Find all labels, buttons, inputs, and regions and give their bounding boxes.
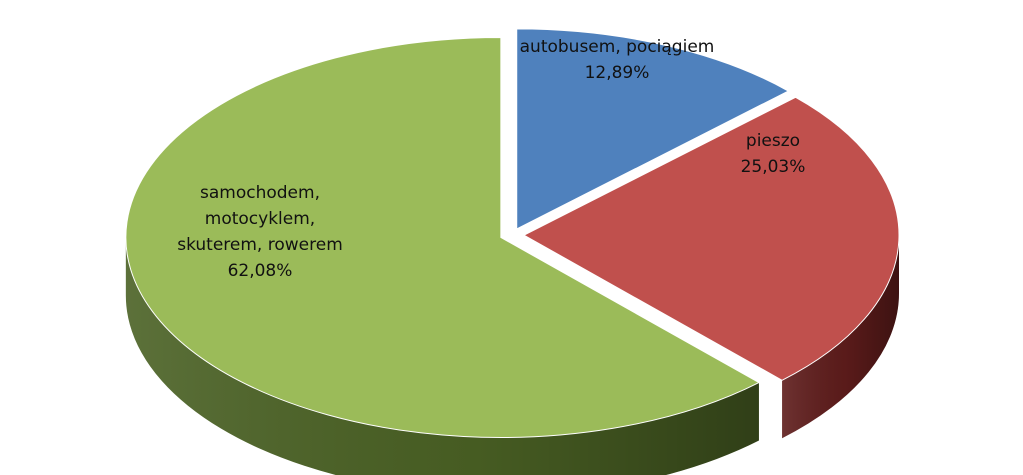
pie-slice-car-motorcycle-scooter-bike [125,36,760,438]
pie-side-walking-shade [782,235,899,439]
pie-side-car-motorcycle-scooter-bike-shade [125,237,759,475]
data-label-car-motorcycle-scooter-bike: samochodem, motocyklem, skuterem, rowerem 6… [177,183,343,281]
pie-slice-walking [522,96,900,381]
data-label-walking: pieszo 25,03% [741,131,806,177]
pie-slice-bus-train [516,28,790,230]
pie-data-labels: autobusem, pociągiem 12,89% pieszo 25,03% sa… [177,37,805,281]
data-label-bus-train: autobusem, pociągiem 12,89% [520,37,715,83]
pie-slices [125,28,900,475]
